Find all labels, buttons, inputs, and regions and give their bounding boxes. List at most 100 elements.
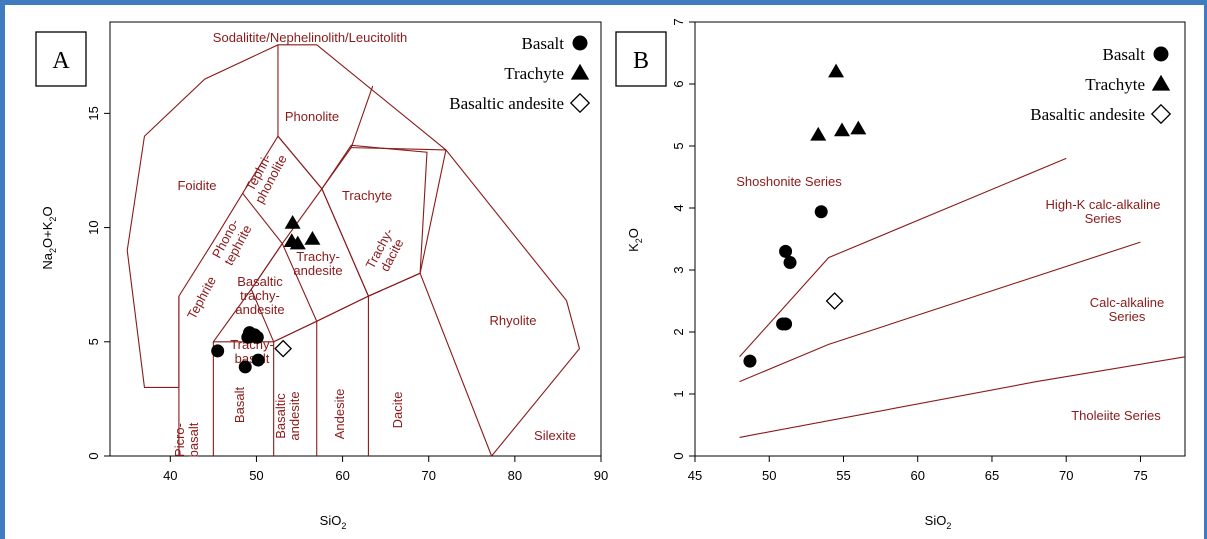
panel-b-field-line-0 xyxy=(739,157,1067,358)
panel-a-point-filled-circle-0 xyxy=(211,344,225,358)
panel-b-legend: Basalt Trachyte Basaltic andesite xyxy=(1030,45,1172,125)
panel-b-ylabel-end: O xyxy=(626,228,641,238)
panel-b-ytick-label-6: 6 xyxy=(671,80,686,87)
panel-a-label-box xyxy=(35,31,87,87)
field-basaltic-trachyandesite-line-1: trachy- xyxy=(240,288,280,303)
field-shoshonite-line-0: Shoshonite Series xyxy=(736,174,842,189)
field-andesite: Andesite xyxy=(332,389,347,440)
field-sodalitite: Sodalitite/Nephelinolith/Leucitolith xyxy=(213,30,407,45)
field-tephrite-line-0: Tephrite xyxy=(184,274,219,322)
panel-b-field-line-1 xyxy=(739,241,1141,383)
field-dacite: Dacite xyxy=(390,392,405,429)
field-highk-line-1: Series xyxy=(1085,211,1122,226)
field-tholeiite-line-0: Tholeiite Series xyxy=(1071,408,1161,423)
panel-b-legend-marker-1 xyxy=(1151,74,1171,91)
field-trachyandesite-line-1: andesite xyxy=(293,263,342,278)
panel-a-points xyxy=(211,215,321,374)
panel-b-label-box xyxy=(615,31,667,87)
panel-a-field-line-6 xyxy=(242,192,318,343)
panel-a-xlabel-sub: 2 xyxy=(341,521,346,531)
panel-a-ylabel-end: O xyxy=(40,206,55,216)
field-highk-line-0: High-K calc-alkaline xyxy=(1046,197,1161,212)
panel-b-field-line-2 xyxy=(739,356,1186,438)
field-phonolite: Phonolite xyxy=(285,109,339,124)
panel-b-point-filled-triangle-0 xyxy=(810,126,827,141)
field-picrobasalt: Picro-basalt xyxy=(172,422,201,457)
panel-b-xtick-label-55: 55 xyxy=(836,468,850,483)
panel-a-legend-label-0: Basalt xyxy=(522,34,565,53)
panel-a-point-filled-triangle-2 xyxy=(289,235,306,250)
panel-b-xtick-label-50: 50 xyxy=(762,468,776,483)
field-calcalkaline: Calc-alkaline Series xyxy=(1090,295,1164,324)
panel-b-point-filled-circle-0 xyxy=(743,354,757,368)
panel-b-legend-marker-2 xyxy=(1150,103,1172,125)
panel-b-ylabel-sub: 2 xyxy=(634,238,644,243)
panel-a-field-line-8 xyxy=(321,144,428,297)
panel-b-xtick-label-60: 60 xyxy=(910,468,924,483)
panel-b-point-filled-circle-3 xyxy=(779,244,793,258)
panel-a-xlabel: SiO2 xyxy=(320,513,347,531)
field-basalt-line-0: Basalt xyxy=(232,387,247,424)
panel-a-plot-box xyxy=(109,21,602,457)
panel-a-field-boundaries xyxy=(126,44,581,457)
panel-b-xtick-label-65: 65 xyxy=(985,468,999,483)
panel-b-label: B xyxy=(633,48,649,74)
field-andesite-line-0: Andesite xyxy=(332,389,347,440)
panel-a-point-filled-circle-5 xyxy=(250,330,264,344)
field-tephrite: Tephrite xyxy=(184,274,219,322)
panel-a-label: A xyxy=(52,48,70,74)
panel-b-legend-label-0: Basalt xyxy=(1103,45,1146,64)
panel-b-ylabel: K2O xyxy=(626,228,644,252)
panel-a-ylabel: Na2O+K2O xyxy=(40,206,58,269)
field-phonolite-line-0: Phonolite xyxy=(285,109,339,124)
panel-a-ylabel-mid: O+K xyxy=(40,221,55,248)
panel-b-point-filled-triangle-3 xyxy=(850,120,867,135)
panel-b-plot-box xyxy=(694,21,1186,457)
panel-a-xtick-label-60: 60 xyxy=(335,468,349,483)
panel-a-xtick-label-40: 40 xyxy=(163,468,177,483)
panel-a-legend-marker-2 xyxy=(569,92,591,114)
panel-a-ylabel-sub2: 2 xyxy=(48,217,58,222)
field-basaltic-andesite-line-1: andesite xyxy=(287,391,302,440)
field-silexite-line-0: Silexite xyxy=(534,428,576,443)
panel-a-legend-label-2: Basaltic andesite xyxy=(449,94,564,113)
panel-b-ytick-label-0: 0 xyxy=(671,452,686,459)
field-silexite: Silexite xyxy=(534,428,576,443)
field-picrobasalt-line-0: Picro- xyxy=(172,423,187,457)
panel-b-ytick-label-4: 4 xyxy=(671,204,686,211)
field-trachyandesite-line-0: Trachy- xyxy=(296,249,340,264)
panel-a-point-filled-triangle-3 xyxy=(304,231,321,245)
panel-a-point-filled-circle-6 xyxy=(251,353,265,367)
field-basaltic-trachyandesite-line-0: Basaltic xyxy=(237,274,283,289)
field-phonotephrite: Phono-tephrite xyxy=(209,216,255,268)
panel-a-field-line-9 xyxy=(419,149,447,274)
panel-a-point-filled-circle-1 xyxy=(238,360,252,374)
panel-a-ytick-label-0: 0 xyxy=(86,452,101,459)
panel-b-ytick-label-7: 7 xyxy=(671,18,686,25)
panel-b-point-filled-triangle-2 xyxy=(834,122,850,137)
field-calcalkaline-line-0: Calc-alkaline xyxy=(1090,295,1164,310)
field-trachydacite: Trachy-dacite xyxy=(363,226,409,278)
field-sodalitite-line-0: Sodalitite/Nephelinolith/Leucitolith xyxy=(213,30,407,45)
field-basalt: Basalt xyxy=(232,387,247,424)
panel-a-ylabel-sub1: 2 xyxy=(48,248,58,253)
panel-b-xtick-label-70: 70 xyxy=(1059,468,1073,483)
panel-a-legend-label-1: Trachyte xyxy=(504,64,564,83)
panel-b-ytick-label-3: 3 xyxy=(671,266,686,273)
panel-b-points xyxy=(743,63,867,368)
panel-b-xtick-label-45: 45 xyxy=(688,468,702,483)
panel-a-xtick-label-80: 80 xyxy=(508,468,522,483)
field-foidite-line-0: Foidite xyxy=(177,178,216,193)
panel-a-point-filled-triangle-0 xyxy=(284,215,301,229)
panel-a-xtick-label-70: 70 xyxy=(421,468,435,483)
field-tephriphonolite: Tephri-phonolite xyxy=(239,146,289,206)
field-basaltic-andesite: Basalticandesite xyxy=(273,391,302,440)
field-trachybasalt-line-0: Trachy- xyxy=(230,337,274,352)
field-picrobasalt-line-1: basalt xyxy=(186,422,201,457)
field-calcalkaline-line-1: Series xyxy=(1109,309,1146,324)
field-trachyte-line-0: Trachyte xyxy=(342,188,392,203)
